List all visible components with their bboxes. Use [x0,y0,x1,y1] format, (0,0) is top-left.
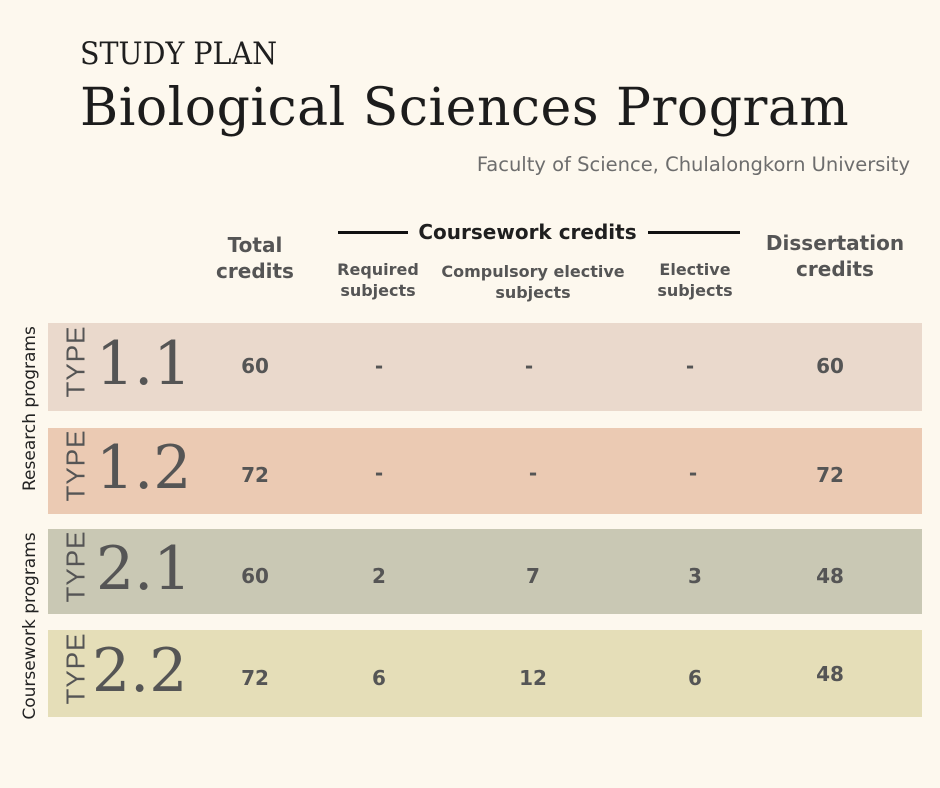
cell-dissertation: 60 [816,354,844,378]
type-label: TYPE [60,632,91,705]
group-label-research: Research programs [20,326,40,491]
coursework-line-left [338,231,408,234]
cell-compulsory-elective: - [524,354,534,378]
type-number: 2.2 [92,636,188,706]
cell-compulsory-elective: - [528,461,538,485]
table-row-type-1-2: TYPE 1.2 72 - - - 72 [48,428,922,514]
header-elective-subjects: Elective subjects [657,260,733,300]
cell-required: 6 [372,666,386,690]
cell-required: - [374,461,384,485]
cell-required: - [374,354,384,378]
cell-dissertation: 48 [816,662,844,686]
header-total-credits: Total credits [216,233,294,283]
cell-elective: - [685,354,695,378]
table-row-type-2-1: TYPE 2.1 60 2 7 3 48 [48,529,922,614]
subtitle: Faculty of Science, Chulalongkorn Univer… [476,153,910,176]
cell-compulsory-elective: 7 [526,564,540,588]
cell-total: 60 [241,354,269,378]
cell-dissertation: 72 [816,463,844,487]
cell-elective: 3 [688,564,702,588]
type-label: TYPE [60,530,91,603]
cell-required: 2 [372,564,386,588]
coursework-credits-title: Coursework credits [418,220,637,244]
cell-dissertation: 48 [816,564,844,588]
cell-elective: 6 [688,666,702,690]
table-row-type-1-1: TYPE 1.1 60 - - - 60 [48,323,922,411]
header-compulsory-elective-subjects: Compulsory elective subjects [441,262,625,302]
type-number: 1.2 [96,433,192,503]
table-row-type-2-2: TYPE 2.2 72 6 12 6 48 [48,630,922,717]
header-required-subjects: Required subjects [337,260,419,300]
type-number: 2.1 [96,534,192,604]
cell-compulsory-elective: 12 [519,666,547,690]
cell-total: 60 [241,564,269,588]
page-title: Biological Sciences Program [80,78,850,138]
type-label: TYPE [60,325,91,398]
cell-total: 72 [241,666,269,690]
cell-elective: - [688,461,698,485]
coursework-line-right [648,231,740,234]
kicker: STUDY PLAN [80,36,278,72]
header-dissertation-credits: Dissertation credits [765,231,905,281]
type-number: 1.1 [96,329,192,399]
group-label-coursework: Coursework programs [20,532,40,720]
type-label: TYPE [60,429,91,502]
cell-total: 72 [241,463,269,487]
